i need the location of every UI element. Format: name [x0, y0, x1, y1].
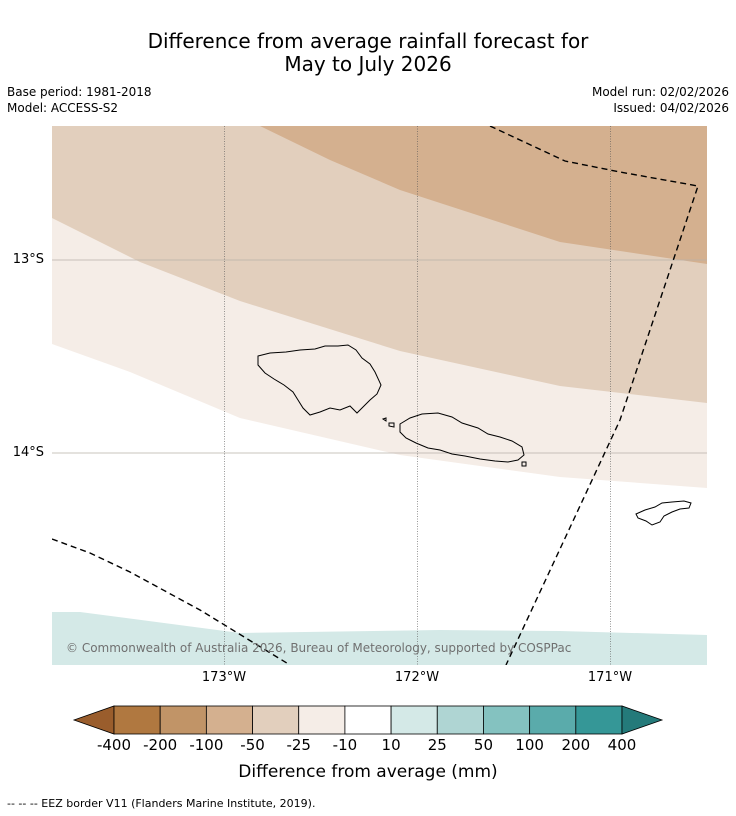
colorbar-swatch [344, 705, 392, 735]
band-plus-10 [52, 612, 707, 665]
title-line-2: May to July 2026 [284, 52, 452, 76]
eez-border-southwest [52, 538, 291, 665]
colorbar-tick-label: -100 [189, 736, 224, 754]
colorbar-tick-label: -400 [96, 736, 132, 754]
lon-label-172w: 172°W [394, 670, 440, 685]
model-name: Model: ACCESS-S2 [7, 101, 119, 115]
colorbar-tick-label: -50 [240, 736, 265, 754]
colorbar-tick-label: -25 [286, 736, 311, 754]
colorbar-swatch [575, 705, 623, 735]
colorbar-tick-label: -200 [143, 736, 178, 754]
model-run: Model run: 02/02/2026 [591, 85, 729, 99]
island-upolu [399, 412, 525, 463]
issued-date: Issued: 04/02/2026 [613, 101, 729, 115]
meta-left: Base period: 1981-2018 Model: ACCESS-S2 [7, 84, 152, 116]
island-islet-3 [521, 461, 527, 467]
map-title: Difference from average rainfall forecas… [0, 30, 736, 76]
colorbar-swatch [483, 705, 531, 735]
colorbar-tick-label: 100 [515, 736, 544, 754]
lon-label-171w: 171°W [587, 670, 633, 685]
colorbar-arrow-right [621, 705, 664, 735]
colorbar-title: Difference from average (mm) [238, 762, 498, 782]
lat-label-14s: 14°S [12, 445, 44, 460]
island-tutuila [635, 500, 692, 526]
base-period: Base period: 1981-2018 [7, 85, 152, 99]
island-savaii [257, 344, 382, 416]
lon-label-173w: 173°W [201, 670, 247, 685]
colorbar-tick-label: 400 [607, 736, 637, 754]
colorbar-tick-label: -10 [332, 736, 358, 754]
colorbar-tick-label: 10 [381, 736, 401, 754]
colorbar-swatch [390, 705, 438, 735]
colorbar-tick-label: 200 [561, 736, 591, 754]
colorbar-arrow-left [72, 705, 115, 735]
colorbar-swatch [205, 705, 253, 735]
island-islet-1 [381, 417, 387, 422]
island-islet-2 [388, 422, 395, 428]
colorbar-swatch [436, 705, 484, 735]
title-line-1: Difference from average rainfall forecas… [147, 29, 589, 53]
band-minus-50 [260, 126, 707, 264]
colorbar-swatch [159, 705, 207, 735]
lat-label-13s: 13°S [12, 252, 44, 267]
colorbar-tick-label: 25 [427, 736, 447, 754]
colorbar-swatch [252, 705, 300, 735]
colorbar-swatch [113, 705, 161, 735]
eez-footnote: -- -- -- EEZ border V11 (Flanders Marine… [7, 797, 316, 810]
colorbar [72, 705, 664, 735]
colorbar-tick-label: 50 [473, 736, 493, 754]
meta-right: Model run: 02/02/2026 Issued: 04/02/2026 [592, 84, 729, 116]
colorbar-swatch [529, 705, 577, 735]
map-area [52, 126, 707, 665]
copyright-notice: © Commonwealth of Australia 2026, Bureau… [66, 641, 572, 655]
colorbar-swatch [298, 705, 346, 735]
